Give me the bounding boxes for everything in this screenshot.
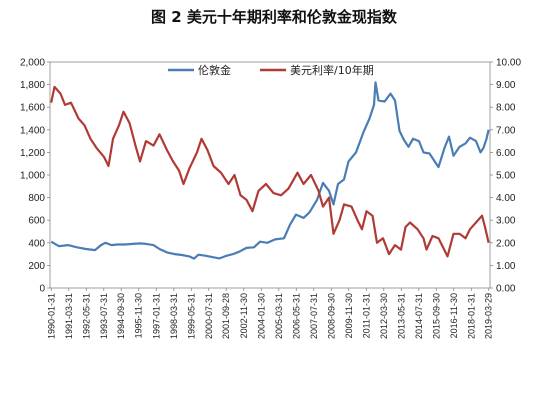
- x-tick-label: 2014-07-31: [414, 293, 424, 339]
- x-tick-label: 2005-03-31: [274, 293, 284, 339]
- x-axis: 1990-01-31 1991-03-31 1992-05-31 1993-07-31…: [46, 288, 494, 339]
- right-tick-label: 7.00: [496, 125, 516, 136]
- right-tick-label: 1.00: [496, 261, 516, 272]
- left-tick-label: 0: [39, 284, 45, 295]
- x-tick-label: 1993-07-31: [99, 293, 109, 339]
- x-tick-label: 1992-05-31: [81, 293, 91, 339]
- left-y-axis: 0 200 400 600 800 1,000 1,200 1,400 1,600 1,800 2,…: [20, 58, 50, 295]
- x-tick-label: 1991-03-31: [64, 293, 74, 339]
- x-tick-label: 2018-01-31: [466, 293, 476, 339]
- x-tick-label: 1998-03-31: [169, 293, 179, 339]
- left-tick-label: 400: [28, 238, 45, 249]
- right-tick-label: 5.00: [496, 171, 516, 182]
- left-tick-label: 200: [28, 261, 45, 272]
- x-tick-label: 1990-01-31: [46, 293, 56, 339]
- left-tick-label: 800: [28, 193, 45, 204]
- x-tick-label: 1995-11-30: [134, 293, 144, 338]
- x-tick-label: 2019-03-29: [484, 293, 494, 339]
- series-layer: [50, 81, 490, 260]
- treasury-yield-series-line: [50, 85, 490, 258]
- x-tick-label: 2004-01-30: [256, 293, 266, 339]
- legend-label: 伦敦金: [198, 63, 231, 77]
- left-tick-label: 1,000: [20, 171, 45, 182]
- x-tick-label: 2007-07-31: [309, 293, 319, 339]
- right-tick-label: 3.00: [496, 216, 516, 227]
- chart-title: 图 2 美元十年期利率和伦敦金现指数: [151, 8, 397, 26]
- x-tick-label: 2016-11-30: [449, 293, 459, 338]
- left-tick-label: 600: [28, 216, 45, 227]
- right-tick-label: 0.00: [496, 284, 516, 295]
- x-tick-label: 2000-07-31: [204, 293, 214, 339]
- x-tick-label: 2001-09-28: [221, 293, 231, 339]
- right-tick-label: 6.00: [496, 148, 516, 159]
- legend-label: 美元利率/10年期: [290, 63, 374, 77]
- x-tick-label: 2013-05-31: [396, 293, 406, 339]
- right-tick-label: 9.00: [496, 80, 516, 91]
- plot-frame: [49, 61, 491, 289]
- right-y-axis: 0.00 1.00 2.00 3.00 4.00 5.00 6.00 7.00 8.00 9.00…: [490, 58, 521, 295]
- x-tick-label: 2008-09-30: [326, 293, 336, 339]
- x-tick-label: 1994-09-30: [116, 293, 126, 339]
- left-tick-label: 1,200: [20, 148, 45, 159]
- right-tick-label: 10.00: [496, 58, 521, 69]
- x-tick-label: 2011-01-31: [361, 293, 371, 338]
- x-tick-label: 2002-11-30: [239, 293, 249, 338]
- right-tick-label: 4.00: [496, 193, 516, 204]
- x-tick-label: 2009-11-30: [344, 293, 354, 338]
- x-tick-label: 2006-05-31: [291, 293, 301, 339]
- x-tick-label: 1997-01-31: [151, 293, 161, 339]
- legend: 伦敦金 美元利率/10年期: [168, 63, 374, 77]
- left-tick-label: 1,400: [20, 125, 45, 136]
- gold-series-line: [50, 81, 490, 260]
- x-tick-label: 2012-03-30: [379, 293, 389, 339]
- left-tick-label: 1,600: [20, 103, 45, 114]
- left-tick-label: 2,000: [20, 58, 45, 69]
- left-tick-label: 1,800: [20, 80, 45, 91]
- x-tick-label: 2015-09-30: [431, 293, 441, 339]
- right-tick-label: 8.00: [496, 103, 516, 114]
- x-tick-label: 1999-05-31: [186, 293, 196, 339]
- right-tick-label: 2.00: [496, 238, 516, 249]
